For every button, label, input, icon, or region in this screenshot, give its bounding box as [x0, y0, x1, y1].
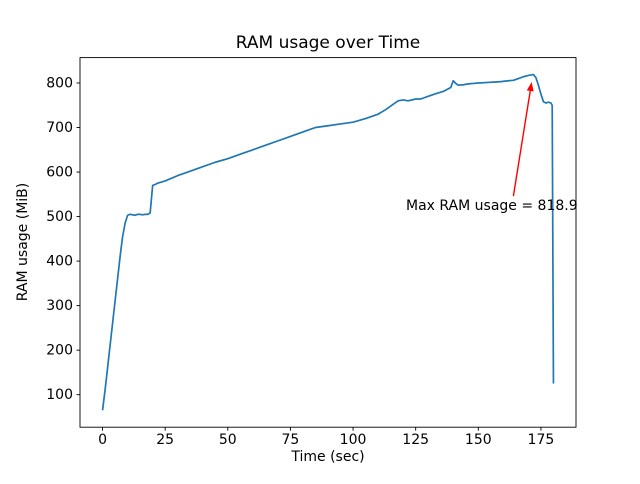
plot-area: 0 25 50 75 100 125 150 175 100 200 300 400 500 600 700…	[46, 57, 577, 448]
max-annotation-text: Max RAM usage = 818.9	[406, 198, 578, 214]
x-tick-label: 0	[98, 432, 107, 448]
y-tick-label: 500	[46, 209, 73, 225]
x-axis-label: Time (sec)	[290, 449, 364, 465]
x-tick-label: 50	[219, 432, 237, 448]
x-tick-label: 75	[282, 432, 300, 448]
ram-usage-line	[101, 73, 555, 411]
x-tick-label: 125	[402, 432, 429, 448]
y-tick-label: 800	[46, 75, 73, 91]
y-tick-label: 300	[46, 298, 73, 314]
x-tick-label: 25	[156, 432, 174, 448]
x-tick-label: 100	[340, 432, 367, 448]
x-tick-label: 150	[465, 432, 492, 448]
x-tick-label: 175	[528, 432, 555, 448]
y-tick-label: 200	[46, 343, 73, 359]
y-tick-label: 700	[46, 120, 73, 136]
y-tick-label: 100	[46, 387, 73, 403]
chart-title: RAM usage over Time	[236, 33, 420, 53]
plot-spines	[79, 57, 577, 428]
y-tick-label: 400	[46, 254, 73, 270]
y-tick-label: 600	[46, 165, 73, 181]
y-axis-label: RAM usage (MiB)	[15, 183, 31, 301]
max-annotation-arrow	[512, 85, 532, 197]
max-annotation-arrowhead	[526, 82, 534, 92]
